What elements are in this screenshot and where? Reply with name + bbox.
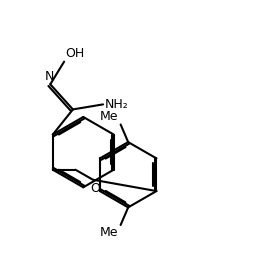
Text: O: O: [91, 182, 100, 195]
Text: N: N: [44, 70, 54, 83]
Text: NH₂: NH₂: [104, 98, 128, 111]
Text: OH: OH: [65, 47, 85, 60]
Text: Me: Me: [100, 110, 118, 123]
Text: Me: Me: [100, 226, 118, 239]
